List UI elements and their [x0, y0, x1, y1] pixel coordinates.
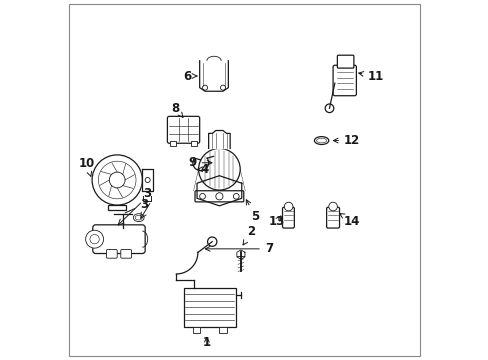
Circle shape [233, 193, 239, 199]
Bar [219, 327, 227, 333]
Bar [169, 141, 175, 146]
Text: 10: 10 [79, 157, 95, 176]
Polygon shape [197, 176, 241, 206]
Circle shape [199, 193, 205, 199]
FancyBboxPatch shape [167, 116, 199, 143]
Text: 1: 1 [203, 336, 210, 348]
Circle shape [325, 104, 333, 113]
Circle shape [220, 85, 225, 90]
FancyBboxPatch shape [326, 207, 339, 228]
Circle shape [215, 193, 223, 200]
Text: 3: 3 [142, 187, 151, 200]
Polygon shape [236, 250, 244, 259]
Ellipse shape [316, 138, 326, 143]
FancyBboxPatch shape [282, 207, 294, 228]
Circle shape [90, 234, 99, 244]
Circle shape [98, 161, 136, 199]
Circle shape [109, 172, 125, 188]
Ellipse shape [135, 215, 142, 220]
Circle shape [284, 202, 292, 211]
Text: 12: 12 [333, 134, 360, 147]
Text: 5: 5 [246, 200, 259, 223]
Text: 4: 4 [197, 163, 209, 176]
Polygon shape [142, 169, 153, 191]
Text: 11: 11 [358, 69, 383, 82]
Polygon shape [208, 131, 230, 148]
FancyBboxPatch shape [121, 249, 131, 258]
Bar [183, 288, 235, 327]
Circle shape [85, 230, 103, 248]
FancyBboxPatch shape [337, 55, 353, 68]
Bar [191, 141, 197, 146]
Circle shape [145, 177, 150, 183]
Bar [192, 327, 200, 333]
Text: 3: 3 [125, 198, 148, 213]
FancyBboxPatch shape [332, 65, 356, 96]
Text: 9: 9 [188, 156, 211, 169]
Polygon shape [199, 61, 228, 91]
Text: 8: 8 [171, 102, 183, 117]
Text: 2: 2 [243, 225, 255, 245]
Ellipse shape [133, 214, 144, 222]
Circle shape [202, 85, 207, 90]
Text: 14: 14 [339, 213, 360, 228]
FancyBboxPatch shape [93, 225, 145, 253]
Circle shape [92, 155, 142, 205]
Text: 13: 13 [268, 215, 285, 228]
Text: 6: 6 [183, 69, 197, 82]
Circle shape [328, 202, 337, 211]
Ellipse shape [314, 136, 328, 144]
FancyBboxPatch shape [106, 249, 117, 258]
FancyBboxPatch shape [195, 191, 244, 202]
Text: 7: 7 [205, 242, 272, 255]
Bar [108, 205, 126, 211]
Circle shape [198, 148, 240, 190]
Circle shape [207, 237, 217, 246]
